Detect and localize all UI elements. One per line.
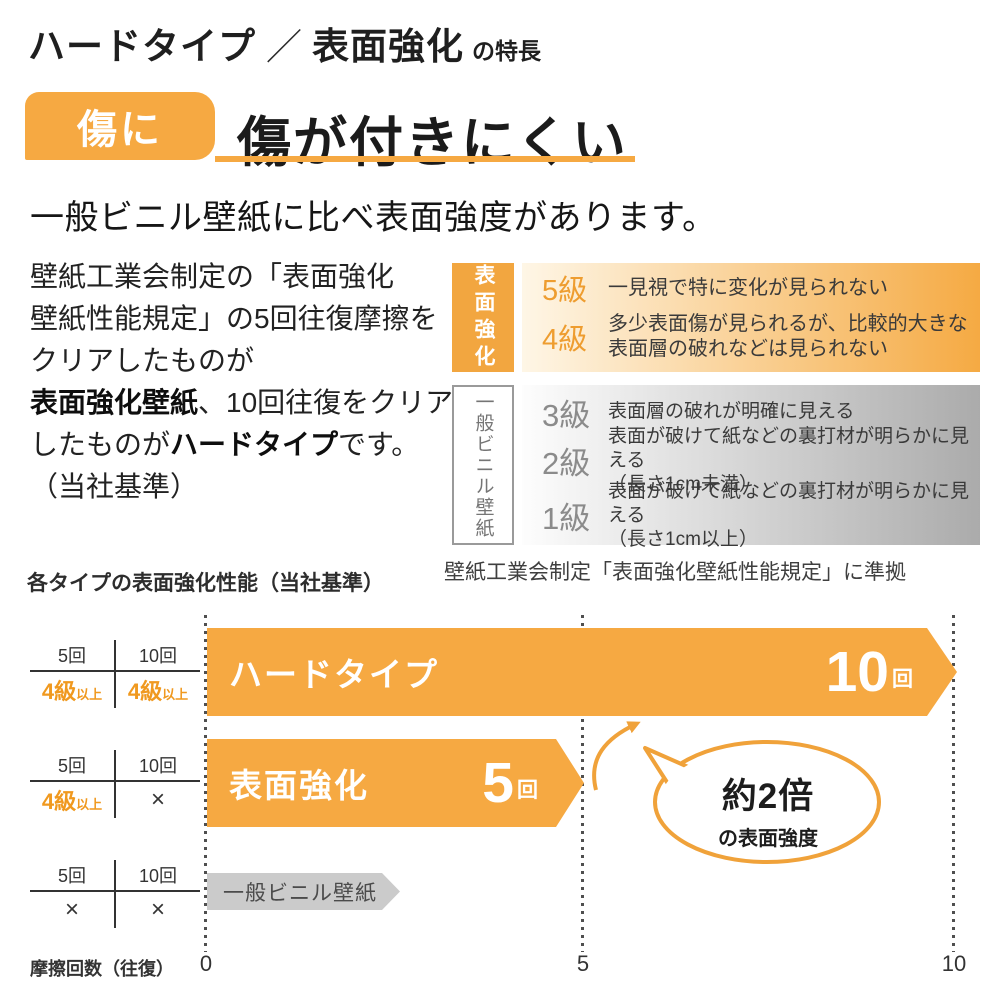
x-axis-tick-0: 0 bbox=[199, 951, 213, 976]
bar-hard-type: ハードタイプ 10 回 bbox=[207, 628, 957, 716]
grade-description-line: 表面が破けて紙などの裏打材が明らかに見える bbox=[608, 480, 970, 526]
bubble-subtext: の表面強度 bbox=[718, 828, 818, 850]
rating-header-5: 5回 bbox=[30, 750, 116, 782]
vertical-header-surface-strengthened: 表面強化 bbox=[452, 263, 514, 372]
grade-row: 5級 一見視で特に変化が見られない bbox=[542, 269, 980, 307]
description-text: したものが bbox=[30, 429, 171, 460]
rating-fail-mark: × bbox=[64, 896, 79, 923]
x-axis-label: 摩擦回数（往復） bbox=[30, 959, 174, 979]
bar-value-unit: 回 bbox=[892, 668, 913, 692]
rating-value-10: × bbox=[116, 892, 200, 928]
bar-label: ハードタイプ bbox=[229, 656, 439, 693]
grade-description-line: （長さ1cm以上） bbox=[608, 528, 758, 550]
description-paragraph: 壁紙工業会制定の「表面強化 壁紙性能規定」の5回往復摩擦を クリアしたものが 表… bbox=[30, 256, 453, 508]
x-axis-tick-10: 10 bbox=[941, 951, 967, 976]
grade-panel-strengthened: 5級 一見視で特に変化が見られない 4級 多少表面傷が見られるが、比較的大きな … bbox=[522, 263, 980, 372]
grade-label: 5級 bbox=[542, 275, 588, 307]
rating-header-10: 10回 bbox=[116, 750, 200, 782]
rating-grade: 4級 bbox=[41, 679, 77, 704]
rating-fail-mark: × bbox=[150, 896, 165, 923]
grade-label: 1級 bbox=[542, 501, 591, 536]
bold-surface-strengthened: 表面強化壁紙 bbox=[30, 387, 199, 418]
subheading: 一般ビニル壁紙に比べ表面強度があります。 bbox=[30, 199, 717, 237]
description-text: 、10回往復をクリア bbox=[198, 387, 454, 418]
gridline-0 bbox=[204, 615, 207, 952]
grade-description: 一見視で特に変化が見られない bbox=[608, 276, 888, 299]
title-slash-separator: ／ bbox=[266, 26, 303, 67]
rating-value-5: × bbox=[30, 892, 116, 928]
description-line: 壁紙工業会制定の「表面強化 bbox=[30, 261, 395, 292]
description-line: したものがハードタイプです。 bbox=[30, 424, 453, 466]
grade-description: 表面が破けて紙などの裏打材が明らかに見える （長さ1cm未満） bbox=[608, 425, 980, 497]
heading-underline bbox=[215, 156, 635, 162]
grade-row: 4級 多少表面傷が見られるが、比較的大きな 表面層の破れなどは見られない bbox=[542, 307, 980, 367]
curved-arrow bbox=[592, 721, 641, 791]
rating-header-5: 5回 bbox=[30, 860, 116, 892]
bar-value-number: 10 bbox=[825, 639, 889, 704]
chart-title: 各タイプの表面強化性能（当社基準） bbox=[27, 572, 384, 595]
bar-value: 10 回 bbox=[826, 648, 913, 696]
description-text: です。 bbox=[338, 429, 420, 460]
description-line: （当社基準） bbox=[30, 471, 199, 502]
rating-grade-suffix: 以上 bbox=[76, 687, 103, 702]
title-hard-type: ハードタイプ bbox=[28, 26, 256, 67]
bar-value-unit: 回 bbox=[517, 779, 538, 803]
bar-general-vinyl: 一般ビニル壁紙 bbox=[207, 873, 400, 910]
grade-description-line: 表面層の破れなどは見られない bbox=[608, 338, 888, 360]
grade-description: 多少表面傷が見られるが、比較的大きな 表面層の破れなどは見られない bbox=[608, 312, 968, 362]
rating-value-5: 4級 以上 bbox=[30, 782, 116, 818]
rating-value-5: 4級 以上 bbox=[30, 672, 116, 708]
rating-fail-mark: × bbox=[150, 786, 165, 813]
bar-label: 表面強化 bbox=[229, 767, 369, 804]
comparison-bubble: 約2倍 の表面強度 bbox=[656, 768, 880, 851]
grade-label: 4級 bbox=[542, 324, 588, 356]
grade-description-line: 多少表面傷が見られるが、比較的大きな bbox=[608, 313, 968, 335]
rating-grade-suffix: 以上 bbox=[162, 687, 189, 702]
grade-label: 3級 bbox=[542, 397, 591, 433]
rating-value-10: × bbox=[116, 782, 200, 818]
vertical-header-general-vinyl: 一般ビニル壁紙 bbox=[452, 385, 514, 545]
rating-table-general-vinyl: 5回 10回 × × bbox=[30, 860, 200, 928]
rating-header-5: 5回 bbox=[30, 640, 116, 672]
rating-table-surface-strengthened: 5回 10回 4級 以上 × bbox=[30, 750, 200, 818]
main-heading: 傷が付きにくい bbox=[237, 113, 628, 173]
grade-panel-general: 3級 表面層の破れが明確に見える 2級 表面が破けて紙などの裏打材が明らかに見え… bbox=[522, 385, 980, 550]
description-line: 壁紙性能規定」の5回往復摩擦を bbox=[30, 303, 438, 334]
title-surface-strengthened: 表面強化 bbox=[312, 26, 465, 67]
rating-header-10: 10回 bbox=[116, 640, 200, 672]
bar-label: 一般ビニル壁紙 bbox=[223, 881, 377, 905]
grade-description-line: （長さ1cm未満） bbox=[608, 473, 758, 495]
x-axis-tick-5: 5 bbox=[576, 951, 590, 976]
rating-grade: 4級 bbox=[127, 679, 163, 704]
rating-header-10: 10回 bbox=[116, 860, 200, 892]
description-line: 表面強化壁紙、10回往復をクリア bbox=[30, 382, 453, 424]
description-line: クリアしたものが bbox=[30, 345, 255, 376]
rating-table-hard-type: 5回 10回 4級 以上 4級 以上 bbox=[30, 640, 200, 708]
grade-row: 3級 表面層の破れが明確に見える bbox=[542, 391, 980, 433]
scratch-badge: 傷に bbox=[25, 92, 215, 160]
bubble-headline: 約2倍 bbox=[721, 777, 815, 816]
grade-row: 1級 表面が破けて紙などの裏打材が明らかに見える （長さ1cm以上） bbox=[542, 481, 980, 550]
grade-description-line: 表面が破けて紙などの裏打材が明らかに見える bbox=[608, 425, 970, 471]
title-features-suffix: の特長 bbox=[472, 38, 542, 64]
grade-description: 表面層の破れが明確に見える bbox=[608, 401, 855, 422]
gridline-10 bbox=[952, 615, 955, 952]
rating-grade: 4級 bbox=[41, 789, 77, 814]
page-title: ハードタイプ ／ 表面強化 の特長 bbox=[28, 16, 541, 70]
grade-row: 2級 表面が破けて紙などの裏打材が明らかに見える （長さ1cm未満） bbox=[542, 426, 980, 495]
bar-value-number: 5 bbox=[482, 750, 514, 815]
rating-value-10: 4級 以上 bbox=[116, 672, 200, 708]
standards-caption: 壁紙工業会制定「表面強化壁紙性能規定」に準拠 bbox=[444, 561, 906, 584]
grade-description: 表面が破けて紙などの裏打材が明らかに見える （長さ1cm以上） bbox=[608, 480, 980, 552]
rating-grade-suffix: 以上 bbox=[76, 797, 103, 812]
bold-hard-type: ハードタイプ bbox=[170, 429, 339, 460]
grade-label: 2級 bbox=[542, 446, 591, 481]
